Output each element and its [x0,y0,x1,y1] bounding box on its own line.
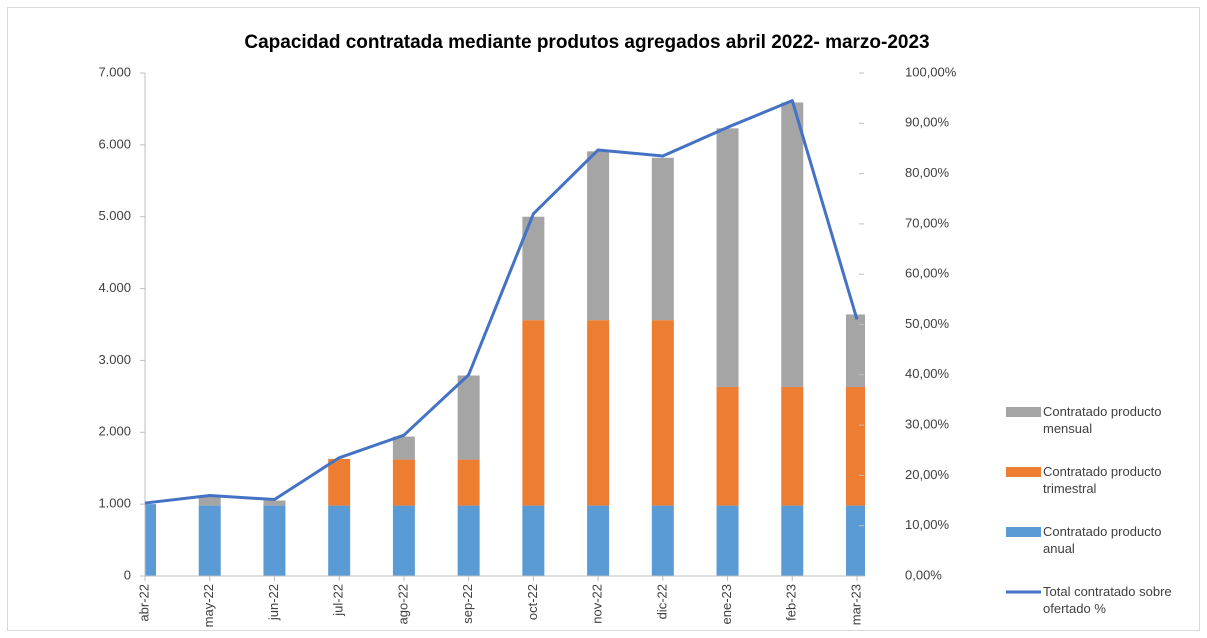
bar-segment [328,458,351,506]
y2-tick-label: 70,00% [905,215,950,230]
x-tick-label: feb-23 [784,584,799,621]
bar-segment [392,505,415,576]
x-tick-label: ago-22 [395,584,410,624]
bar-segment [392,436,415,460]
legend-label: Contratado producto mensual [1043,404,1162,436]
x-tick-label: may-22 [201,584,216,627]
x-tick-label: ene-23 [719,584,734,624]
bar-segment [522,320,545,506]
y-tick-label: 4.000 [98,280,131,295]
bar-segment [587,505,610,576]
bar-segment [198,505,221,576]
x-tick-label: mar-23 [848,584,863,625]
bar-segment [145,504,156,576]
y-tick-label: 2.000 [98,424,131,439]
bar-segment [781,387,804,506]
legend-label: Contratado producto anual [1043,524,1162,556]
bar-segment [651,505,674,576]
bar-segment [457,505,480,576]
y-tick-label: 6.000 [98,136,131,151]
y2-tick-label: 30,00% [905,417,950,432]
bar-segment [263,505,286,576]
legend-label: Total contratado sobre ofertado % [1043,584,1172,616]
x-tick-label: nov-22 [590,584,605,624]
y2-tick-label: 100,00% [905,64,957,79]
bar-segment [846,314,865,388]
bar-segment [846,505,865,576]
y2-tick-label: 40,00% [905,366,950,381]
legend-label: Contratado producto trimestral [1043,464,1162,496]
y-tick-label: 0 [124,567,131,582]
legend-swatch [1006,407,1041,417]
bar-segment [522,216,545,321]
chart-title: Capacidad contratada mediante produtos a… [244,32,929,53]
y2-tick-label: 50,00% [905,316,950,331]
y-tick-label: 1.000 [98,496,131,511]
bar-segment [716,505,739,576]
bar-segment [846,387,865,506]
y2-tick-label: 90,00% [905,115,950,130]
bar-segment [392,459,415,506]
bar-segment [587,320,610,506]
y-tick-label: 3.000 [98,352,131,367]
bar-segment [716,387,739,506]
y2-tick-label: 0,00% [905,567,942,582]
bar-segment [328,505,351,576]
legend-swatch [1006,527,1041,537]
y-tick-label: 5.000 [98,208,131,223]
legend-swatch [1006,467,1041,477]
bar-segment [651,320,674,506]
y2-tick-label: 10,00% [905,517,950,532]
x-tick-label: jun-22 [266,584,281,621]
bar-segment [781,102,804,388]
x-tick-label: dic-22 [654,584,669,619]
bar-segment [781,505,804,576]
bars [145,102,865,576]
bar-segment [716,128,739,388]
bar-segment [587,151,610,321]
bar-segment [522,505,545,576]
y2-tick-label: 80,00% [905,165,950,180]
bar-segment [198,496,221,506]
y-tick-label: 7.000 [98,64,131,79]
y2-tick-label: 20,00% [905,467,950,482]
bar-segment [263,500,286,506]
bar-segment [457,459,480,506]
line-series [144,99,859,505]
x-tick-label: jul-22 [331,584,346,617]
x-tick-label: oct-22 [525,584,540,620]
y2-tick-label: 60,00% [905,266,950,281]
x-tick-label: abr-22 [136,584,151,622]
bar-segment [651,157,674,321]
bar-segment [457,375,480,460]
x-tick-label: sep-22 [460,584,475,624]
